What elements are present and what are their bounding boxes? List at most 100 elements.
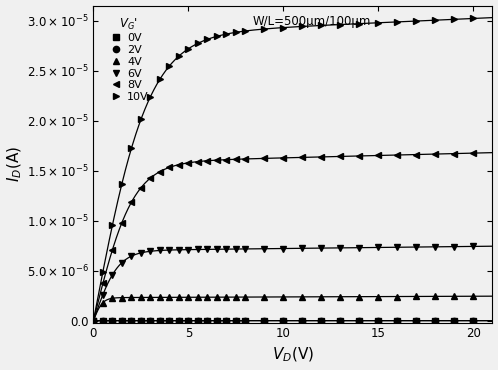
Text: W/L=500μm/100μm: W/L=500μm/100μm [253,15,372,28]
6V [261,246,267,251]
2V [413,319,419,323]
2V [471,319,477,323]
6V [147,249,153,253]
Line: 10V: 10V [90,15,477,324]
0V [471,319,477,323]
4V [243,295,249,299]
4V [375,295,381,299]
Line: 4V: 4V [90,293,477,324]
2V [394,319,400,323]
8V [280,156,286,160]
8V [318,155,324,159]
2V [119,319,125,323]
6V [299,246,305,250]
6V [100,292,106,297]
2V [185,319,191,323]
2V [100,319,106,323]
2V [280,319,286,323]
Line: 2V: 2V [90,317,477,324]
6V [413,245,419,249]
4V [185,295,191,299]
2V [432,319,438,323]
0V [205,319,211,323]
8V [195,159,201,164]
10V [91,319,97,323]
4V [110,296,116,300]
0V [100,319,106,323]
6V [452,245,458,249]
8V [119,221,125,225]
4V [119,295,125,300]
2V [205,319,211,323]
0V [280,319,286,323]
0V [375,319,381,323]
4V [357,295,363,299]
8V [375,153,381,158]
10V [318,23,324,28]
2V [224,319,230,323]
10V [299,24,305,28]
4V [195,295,201,299]
0V [318,319,324,323]
2V [147,319,153,323]
10V [147,94,153,99]
6V [432,245,438,249]
6V [91,319,97,323]
10V [471,16,477,21]
8V [166,165,172,169]
10V [243,29,249,33]
8V [243,157,249,161]
6V [110,273,116,277]
10V [375,20,381,25]
8V [176,162,182,167]
6V [375,245,381,250]
4V [157,295,163,300]
2V [91,319,97,323]
10V [100,269,106,274]
6V [318,246,324,250]
10V [195,41,201,46]
10V [233,30,239,34]
4V [413,294,419,299]
10V [119,181,125,186]
10V [138,117,144,122]
8V [214,158,220,162]
2V [138,319,144,323]
2V [166,319,172,323]
0V [147,319,153,323]
0V [299,319,305,323]
2V [233,319,239,323]
10V [110,223,116,228]
4V [176,295,182,300]
6V [338,246,344,250]
8V [233,157,239,161]
4V [299,295,305,299]
6V [280,246,286,251]
0V [176,319,182,323]
4V [394,294,400,299]
10V [176,54,182,58]
0V [233,319,239,323]
2V [214,319,220,323]
0V [185,319,191,323]
6V [185,248,191,252]
2V [357,319,363,323]
8V [471,151,477,155]
0V [195,319,201,323]
4V [166,295,172,300]
8V [157,169,163,174]
6V [224,247,230,251]
Line: 0V: 0V [90,317,477,324]
4V [224,295,230,299]
2V [157,319,163,323]
6V [243,247,249,251]
0V [394,319,400,323]
10V [280,26,286,30]
0V [452,319,458,323]
6V [128,254,134,258]
8V [261,156,267,161]
0V [91,319,97,323]
4V [233,295,239,299]
Line: 6V: 6V [90,243,477,324]
0V [214,319,220,323]
